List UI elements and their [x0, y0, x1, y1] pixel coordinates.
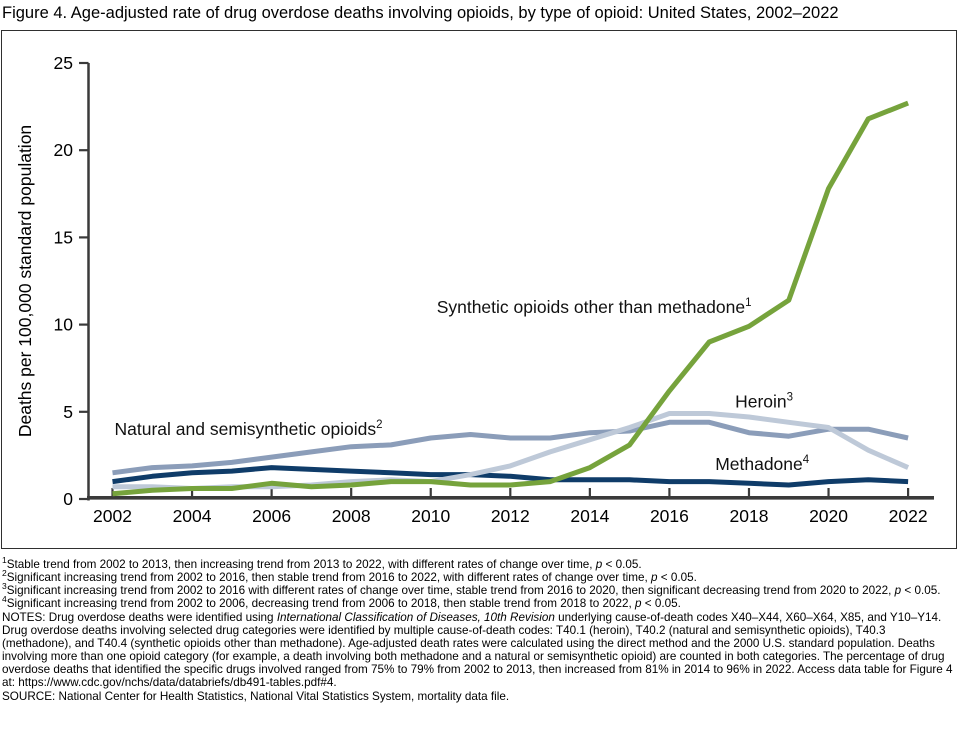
footnote-italic-text: p	[894, 584, 902, 598]
chart-frame: 0 5 10 15 20 25 2002 2004 2006 2008 2010 2012 2014 20…	[1, 30, 957, 549]
y-axis-tick-label: 5	[63, 402, 73, 422]
footnote-text: < 0.05.	[901, 584, 941, 598]
footnote-marker: 2	[2, 568, 7, 579]
series-line-synthetic-opioids-other-than-methadone	[112, 100, 910, 497]
series-label-superscript: 1	[745, 297, 751, 309]
footnote-2: 2Significant increasing trend from 2002 …	[2, 568, 956, 585]
figure-title: Figure 4. Age-adjusted rate of drug over…	[2, 4, 839, 22]
x-axis-tick-label: 2008	[332, 506, 371, 526]
x-axis-tick-label: 2018	[730, 506, 769, 526]
footnote-text: Stable trend from 2002 to 2013, then inc…	[6, 558, 596, 571]
footnote-text: SOURCE: National Center for Health Stati…	[2, 689, 510, 703]
line-chart: 0 5 10 15 20 25 2002 2004 2006 2008 2010 2012 2014 20…	[15, 53, 934, 526]
source-line: SOURCE: National Center for Health Stati…	[2, 690, 956, 703]
x-axis-tick-label: 2002	[93, 506, 132, 526]
y-axis-title: Deaths per 100,000 standard population	[15, 125, 35, 437]
series-label-superscript: 3	[787, 391, 793, 403]
footnote-marker: 4	[2, 594, 7, 605]
footnotes-block: 1Stable trend from 2002 to 2013, then in…	[2, 555, 956, 703]
footnote-text: NOTES: Drug overdose deaths were identif…	[2, 610, 277, 624]
y-axis-tick-label: 0	[63, 489, 73, 509]
x-axis-tick-label: 2012	[491, 506, 530, 526]
x-axis-tick-label: 2004	[173, 506, 212, 526]
series-label-superscript: 2	[376, 419, 382, 431]
x-axis-tick-label: 2020	[809, 506, 848, 526]
y-axis-tick-label: 20	[54, 140, 74, 160]
footnote-3: 3Significant increasing trend from 2002 …	[2, 581, 956, 598]
x-axis-tick-label: 2016	[650, 506, 689, 526]
series-label-heroin: Heroin3	[735, 391, 793, 411]
x-axis-tick-label: 2022	[889, 506, 928, 526]
footnote-text: underlying cause-of-death codes X40–X44,…	[2, 610, 953, 690]
footnote-1: 1Stable trend from 2002 to 2013, then in…	[2, 555, 956, 571]
series-label-methadone: Methadone4	[715, 454, 810, 474]
series-label-natural-and-semisynthetic-opioids: Natural and semisynthetic opioids2	[115, 419, 383, 439]
footnote-marker: 3	[2, 581, 7, 592]
footnote-italic-text: p	[635, 597, 642, 611]
series-line-natural-and-semisynthetic-opioids	[112, 419, 909, 476]
footnote-text: < 0.05.	[641, 597, 681, 611]
x-axis-tick-label: 2010	[411, 506, 450, 526]
series-label-synthetic-opioids-other-than-methadone: Synthetic opioids other than methadone1	[437, 297, 752, 317]
footnote-marker: 1	[2, 555, 7, 566]
footnote-text: < 0.05.	[602, 558, 642, 571]
footnote-italic-text: p	[651, 571, 658, 585]
series-label-superscript: 4	[803, 454, 810, 466]
y-axis-tick-label: 10	[54, 315, 74, 335]
x-axis-tick-label: 2014	[570, 506, 609, 526]
x-axis-tick-label: 2006	[252, 506, 291, 526]
series-line-methadone	[112, 465, 909, 488]
footnote-text: Significant increasing trend from 2002 t…	[6, 571, 652, 585]
footnote-italic-text: p	[595, 558, 603, 571]
footnote-4: 4Significant increasing trend from 2002 …	[2, 594, 956, 611]
footnote-text: < 0.05.	[657, 571, 697, 585]
y-axis-tick-label: 15	[54, 227, 73, 247]
footnote-text: Significant increasing trend from 2002 t…	[6, 597, 636, 611]
footnote-text: Significant increasing trend from 2002 t…	[6, 584, 895, 598]
footnote-italic-text: International Classification of Diseases…	[276, 610, 555, 624]
y-axis-tick-label: 25	[54, 53, 73, 73]
notes-paragraph: NOTES: Drug overdose deaths were identif…	[2, 611, 956, 690]
